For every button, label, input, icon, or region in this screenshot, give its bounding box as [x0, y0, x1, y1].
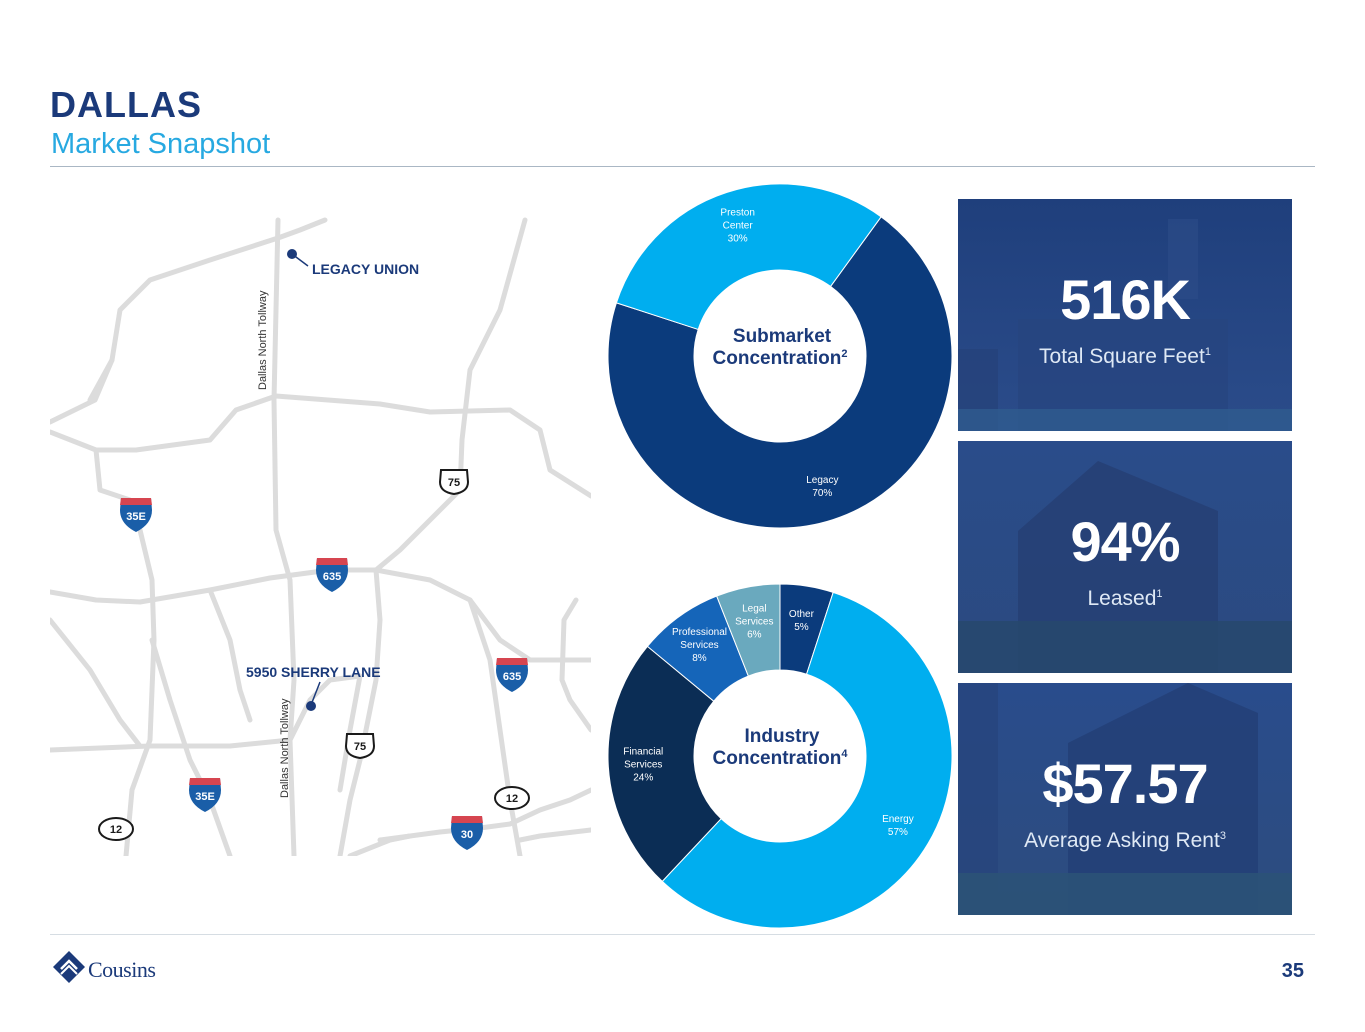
stat-label: Leased1	[1087, 587, 1163, 610]
road	[559, 597, 591, 733]
page-title: DALLAS	[50, 84, 202, 125]
interstate-shield-icon: 635	[316, 558, 348, 592]
tollway-label-north: Dallas North Tollway	[257, 290, 269, 390]
header-divider	[50, 166, 1315, 167]
sherry-lane-label: 5950 SHERRY LANE	[246, 664, 381, 680]
stat-card-leased: 94% Leased1	[958, 441, 1292, 673]
road	[149, 637, 233, 856]
road	[50, 617, 143, 749]
us-route-shield-icon: 75	[438, 469, 470, 496]
svg-text:35E: 35E	[126, 511, 146, 523]
us-route-shield-icon: 75	[344, 733, 376, 760]
legacy-union-label: LEGACY UNION	[312, 261, 419, 277]
building-photo	[958, 199, 1292, 431]
slice-label: Energy 57%	[882, 814, 914, 838]
donut-slice[interactable]	[661, 591, 953, 929]
donut-slice[interactable]	[615, 183, 882, 331]
interstate-shield-icon: 35E	[189, 778, 221, 812]
road	[517, 827, 591, 843]
road	[275, 217, 328, 241]
road	[50, 393, 591, 499]
slice-label: Legal Services 6%	[735, 603, 773, 640]
road	[337, 673, 363, 793]
road	[87, 357, 115, 403]
chart-title-line1: Industry	[745, 726, 820, 747]
slice-label: Professional Services 8%	[672, 627, 727, 664]
stat-value: 516K	[1060, 268, 1191, 331]
interstate-shield-icon: 30	[451, 816, 483, 850]
stat-card-square-feet: 516K Total Square Feet1	[958, 199, 1292, 431]
stat-card-asking-rent: $57.57 Average Asking Rent3	[958, 683, 1292, 915]
road	[50, 567, 591, 663]
svg-text:12: 12	[506, 793, 518, 805]
dallas-map: LEGACY UNION 5950 SHERRY LANE Dallas Nor…	[50, 217, 591, 856]
logo-wordmark: Cousins	[88, 957, 156, 982]
slice-label: Legacy 70%	[806, 475, 838, 499]
slice-label: Financial Services 24%	[623, 747, 663, 784]
slice-label: Preston Center 30%	[720, 208, 754, 245]
slice-label: Other 5%	[789, 609, 815, 633]
footer-divider	[50, 934, 1315, 935]
road	[207, 587, 253, 723]
svg-text:35E: 35E	[195, 791, 215, 803]
svg-text:635: 635	[323, 571, 341, 583]
chart-title-line2: Concentration4	[713, 748, 849, 769]
donut-slice[interactable]	[716, 583, 781, 677]
stat-label: Total Square Feet1	[1039, 345, 1211, 368]
building-photo	[958, 683, 1292, 915]
road	[377, 787, 591, 843]
donut-slice[interactable]	[607, 216, 953, 529]
legacy-union-marker[interactable]	[287, 249, 309, 267]
chart-title-line1: Submarket	[733, 326, 832, 347]
road	[347, 833, 413, 856]
interstate-shield-icon: 635	[496, 658, 528, 692]
stat-value: $57.57	[1042, 752, 1208, 815]
svg-text:12: 12	[110, 824, 122, 836]
road	[93, 447, 157, 856]
cousins-logo-icon	[53, 951, 85, 983]
road	[337, 567, 383, 856]
submarket-concentration-chart: Legacy 70% Preston Center 30% Submarket Conc…	[607, 183, 953, 529]
tollway-label-south: Dallas North Tollway	[279, 698, 291, 798]
chart-title-line2: Concentration2	[713, 348, 848, 369]
interstate-shield-icon: 35E	[120, 498, 152, 532]
svg-text:30: 30	[461, 829, 473, 841]
state-route-shield-icon: 12	[494, 786, 530, 810]
svg-text:75: 75	[448, 477, 460, 489]
road	[467, 597, 523, 856]
road	[50, 673, 363, 753]
page-number: 35	[1281, 960, 1304, 982]
svg-text:635: 635	[503, 671, 521, 683]
building-photo	[958, 441, 1292, 673]
donut-slice[interactable]	[607, 645, 722, 883]
road	[50, 235, 281, 425]
state-route-shield-icon: 12	[98, 817, 134, 841]
stat-value: 94%	[1070, 510, 1180, 573]
road	[373, 217, 528, 573]
industry-concentration-chart: Other 5% Energy 57% Financial Services 24% Prof…	[607, 583, 953, 929]
svg-text:75: 75	[354, 741, 366, 753]
stat-label: Average Asking Rent3	[1024, 829, 1226, 852]
sherry-lane-marker[interactable]	[306, 681, 321, 711]
page-subtitle: Market Snapshot	[51, 128, 271, 160]
road-network	[50, 217, 591, 856]
